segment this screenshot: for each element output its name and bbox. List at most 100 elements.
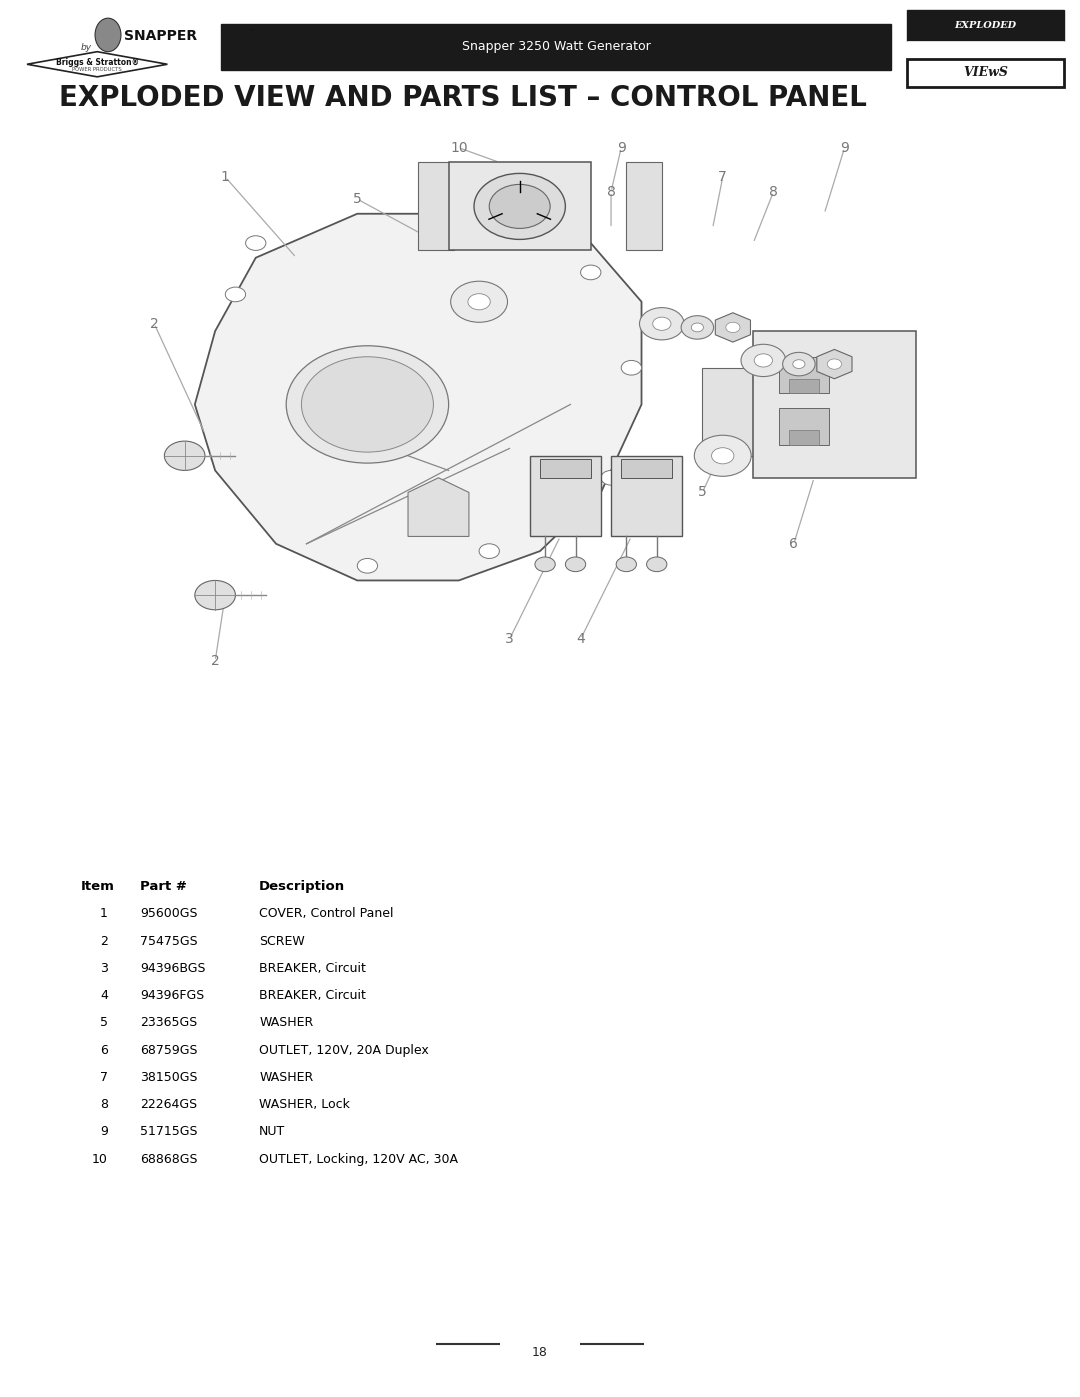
Circle shape	[600, 471, 621, 485]
Text: 10: 10	[450, 141, 468, 155]
Text: 18: 18	[532, 1345, 548, 1359]
Circle shape	[581, 265, 600, 279]
Text: BREAKER, Circuit: BREAKER, Circuit	[259, 989, 366, 1002]
Text: WASHER, Lock: WASHER, Lock	[259, 1098, 350, 1111]
Circle shape	[474, 173, 566, 239]
Text: EXPLODED VIEW AND PARTS LIST – CONTROL PANEL: EXPLODED VIEW AND PARTS LIST – CONTROL P…	[59, 84, 867, 112]
Bar	[530, 455, 600, 536]
Text: 2: 2	[100, 935, 108, 947]
Text: 9: 9	[617, 141, 625, 155]
Text: 1: 1	[914, 38, 917, 43]
Text: POWER PRODUCTS: POWER PRODUCTS	[72, 67, 122, 73]
Text: 68868GS: 68868GS	[140, 1153, 198, 1165]
Circle shape	[976, 42, 995, 46]
Circle shape	[827, 359, 841, 369]
Bar	[540, 460, 591, 478]
Text: by: by	[81, 43, 92, 52]
Text: Snapper 3250 Watt Generator: Snapper 3250 Watt Generator	[462, 41, 650, 53]
Text: 5: 5	[353, 191, 362, 207]
Bar	[702, 367, 753, 455]
Bar	[779, 408, 829, 444]
Text: 7: 7	[100, 1070, 108, 1084]
Text: 22264GS: 22264GS	[140, 1098, 198, 1111]
Text: OUTLET, 120V, 20A Duplex: OUTLET, 120V, 20A Duplex	[259, 1044, 429, 1056]
Circle shape	[754, 353, 772, 367]
Bar	[418, 162, 454, 250]
Text: 4: 4	[577, 631, 585, 647]
Circle shape	[566, 557, 585, 571]
Text: 7: 7	[556, 170, 565, 184]
Circle shape	[535, 557, 555, 571]
Polygon shape	[194, 214, 642, 581]
Text: ™: ™	[248, 28, 256, 36]
Text: OUTLET, Locking, 120V AC, 30A: OUTLET, Locking, 120V AC, 30A	[259, 1153, 458, 1165]
Text: SNAPPER: SNAPPER	[124, 29, 198, 43]
Circle shape	[741, 344, 785, 377]
Circle shape	[694, 436, 752, 476]
Bar	[621, 460, 672, 478]
Text: NUT: NUT	[259, 1126, 285, 1139]
Circle shape	[726, 323, 740, 332]
Circle shape	[245, 236, 266, 250]
Text: 94396BGS: 94396BGS	[140, 961, 206, 975]
Text: WASHER: WASHER	[259, 1070, 313, 1084]
Circle shape	[639, 307, 684, 339]
Circle shape	[681, 316, 714, 339]
Bar	[753, 331, 916, 478]
Text: VIEwS: VIEwS	[963, 66, 1008, 80]
Text: 68759GS: 68759GS	[140, 1044, 198, 1056]
Text: 51715GS: 51715GS	[140, 1126, 198, 1139]
Text: SCREW: SCREW	[259, 935, 305, 947]
Bar	[626, 162, 662, 250]
Text: BREAKER, Circuit: BREAKER, Circuit	[259, 961, 366, 975]
Polygon shape	[715, 313, 751, 342]
Text: 2: 2	[211, 654, 219, 668]
Text: Part #: Part #	[140, 880, 187, 893]
Polygon shape	[408, 478, 469, 536]
Text: 23365GS: 23365GS	[140, 1017, 198, 1030]
Circle shape	[164, 441, 205, 471]
Bar	[448, 162, 591, 250]
Text: 9: 9	[840, 141, 849, 155]
Circle shape	[480, 543, 499, 559]
Text: 3: 3	[505, 631, 514, 647]
Text: 6: 6	[100, 1044, 108, 1056]
Text: COVER, Control Panel: COVER, Control Panel	[259, 908, 394, 921]
Circle shape	[793, 359, 805, 369]
Text: 3: 3	[100, 961, 108, 975]
Text: WASHER: WASHER	[259, 1017, 313, 1030]
Circle shape	[616, 557, 636, 571]
Text: 8: 8	[100, 1098, 108, 1111]
Circle shape	[691, 323, 703, 332]
Text: 9: 9	[100, 1126, 108, 1139]
Circle shape	[489, 184, 550, 229]
Bar	[788, 430, 819, 444]
Text: Description: Description	[259, 880, 346, 893]
Text: 8: 8	[607, 184, 616, 198]
Circle shape	[982, 49, 989, 50]
Circle shape	[468, 293, 490, 310]
Text: 10: 10	[92, 1153, 108, 1165]
Text: 1: 1	[220, 170, 230, 184]
Circle shape	[712, 447, 734, 464]
Circle shape	[286, 345, 448, 462]
Text: 38150GS: 38150GS	[140, 1070, 198, 1084]
Text: 1: 1	[100, 908, 108, 921]
Circle shape	[652, 317, 671, 330]
Circle shape	[194, 581, 235, 609]
Circle shape	[301, 356, 433, 453]
Bar	[788, 379, 819, 394]
Text: 95600GS: 95600GS	[140, 908, 198, 921]
Polygon shape	[816, 349, 852, 379]
Text: 3: 3	[1001, 50, 1004, 54]
Text: Item: Item	[81, 880, 114, 893]
Text: EXPLODED: EXPLODED	[955, 21, 1016, 29]
Circle shape	[783, 352, 815, 376]
Text: 4: 4	[100, 989, 108, 1002]
Text: 94396FGS: 94396FGS	[140, 989, 204, 1002]
Text: 75475GS: 75475GS	[140, 935, 198, 947]
Bar	[779, 356, 829, 394]
Circle shape	[647, 557, 667, 571]
Text: 6: 6	[789, 536, 798, 550]
Circle shape	[357, 559, 378, 573]
